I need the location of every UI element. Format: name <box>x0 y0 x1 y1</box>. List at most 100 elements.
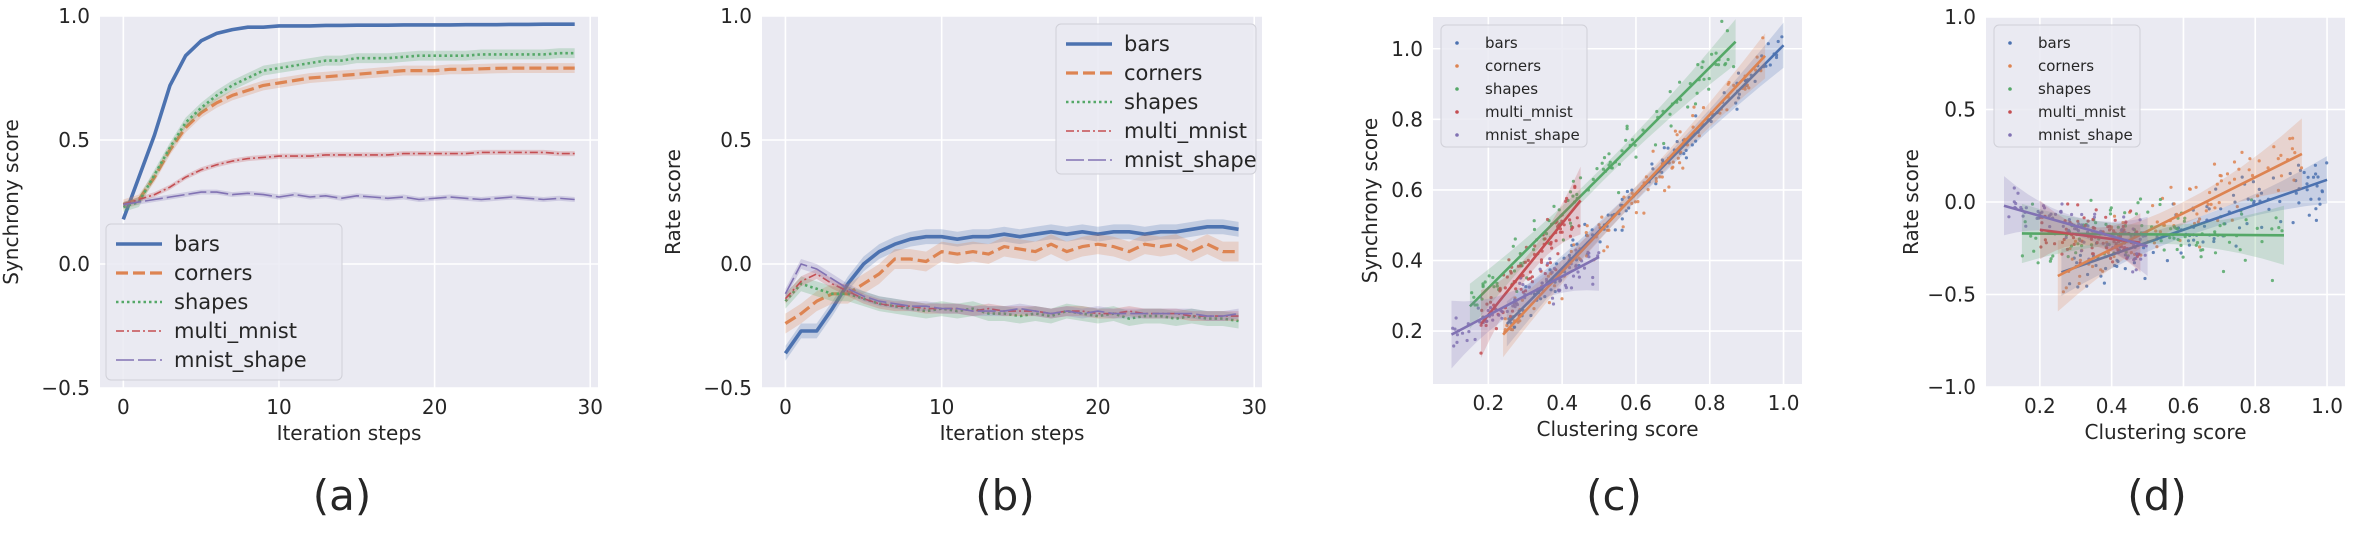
scatter-point-corners <box>2070 257 2074 261</box>
scatter-point-bars <box>1571 238 1575 242</box>
scatter-point-shapes <box>1511 244 1515 248</box>
scatter-point-mnist_shape <box>1550 296 1555 300</box>
scatter-point-corners <box>1636 200 1640 204</box>
scatter-point-multi_mnist <box>1539 258 1544 262</box>
scatter-point-bars <box>2278 199 2282 204</box>
scatter-point-multi_mnist <box>1507 258 1511 262</box>
scatter-point-mnist_shape <box>2049 212 2053 216</box>
scatter-point-shapes <box>2199 255 2203 259</box>
scatter-point-multi_mnist <box>2060 240 2065 245</box>
scatter-point-shapes <box>2280 229 2284 233</box>
scatter-point-shapes <box>2108 212 2113 216</box>
scatter-point-corners <box>2216 218 2220 223</box>
scatter-point-mnist_shape <box>1587 251 1591 255</box>
scatter-point-bars <box>1583 222 1587 226</box>
scatter-point-bars <box>1694 114 1698 118</box>
scatter-point-shapes <box>2218 224 2222 228</box>
scatter-point-multi_mnist <box>2060 252 2064 256</box>
scatter-point-bars <box>2271 176 2275 180</box>
scatter-point-shapes <box>2270 278 2274 283</box>
scatter-point-bars <box>1598 240 1602 244</box>
legend-box <box>105 223 343 381</box>
scatter-point-corners <box>1605 228 1610 232</box>
scatter-point-multi_mnist <box>1556 252 1560 256</box>
scatter-point-corners <box>2158 230 2162 234</box>
scatter-point-shapes <box>1624 138 1628 142</box>
scatter-point-corners <box>2068 246 2072 251</box>
scatter-point-bars <box>1774 55 1779 60</box>
scatter-point-shapes <box>1481 285 1485 289</box>
scatter-point-mnist_shape <box>2080 223 2084 227</box>
scatter-point-mnist_shape <box>1485 319 1489 323</box>
scatter-point-shapes <box>2194 243 2198 247</box>
scatter-point-corners <box>1718 111 1722 115</box>
y-tick-label: −0.5 <box>41 376 90 400</box>
scatter-point-bars <box>2257 187 2261 191</box>
scatter-point-corners <box>1622 195 1626 199</box>
scatter-point-shapes <box>2020 254 2024 258</box>
scatter-point-multi_mnist <box>2107 228 2112 232</box>
scatter-point-bars <box>2212 237 2216 241</box>
x-tick-label: 30 <box>577 395 602 419</box>
scatter-point-shapes <box>2169 227 2173 231</box>
scatter-point-bars <box>1735 107 1739 111</box>
scatter-point-mnist_shape <box>1597 251 1601 255</box>
scatter-point-shapes <box>1641 128 1645 132</box>
scatter-point-mnist_shape <box>2024 224 2028 228</box>
scatter-point-corners <box>2248 157 2252 161</box>
scatter-point-shapes <box>2182 219 2186 223</box>
fit-line-corners <box>1502 54 1767 336</box>
scatter-point-corners <box>2121 221 2125 225</box>
scatter-point-multi_mnist <box>1554 239 1558 243</box>
series-line-bars <box>121 22 575 221</box>
chart-panel-a: 0 10 20 30 −0.5 0.0 0.5 1.0 Iteration steps Synch… <box>0 4 603 520</box>
scatter-point-corners <box>1644 175 1648 179</box>
x-tick-label: 20 <box>1085 395 1110 419</box>
scatter-point-bars <box>2320 190 2324 194</box>
scatter-point-corners <box>1642 211 1646 215</box>
scatter-point-multi_mnist <box>1562 223 1566 227</box>
scatter-point-shapes <box>2030 202 2035 206</box>
y-tick-label: 0.5 <box>58 128 90 152</box>
x-tick-label: 0.2 <box>2024 394 2056 418</box>
scatter-point-mnist_shape <box>2067 228 2071 232</box>
legend-swatch-bars <box>2008 41 2012 45</box>
scatter-point-bars <box>2291 221 2295 225</box>
scatter-point-multi_mnist <box>2106 225 2110 229</box>
scatter-point-mnist_shape <box>1460 331 1465 335</box>
scatter-point-shapes <box>1561 238 1565 242</box>
scatter-point-mnist_shape <box>1577 275 1581 279</box>
scatter-point-bars <box>2132 261 2136 265</box>
series-band-multi_mnist <box>785 268 1239 322</box>
scatter-point-multi_mnist <box>2053 242 2057 246</box>
scatter-point-bars <box>1549 288 1553 292</box>
chart-panel-b: 0 10 20 30 −0.5 0.0 0.5 1.0 Iteration steps Rate … <box>661 4 1267 520</box>
scatter-point-bars <box>1606 213 1610 217</box>
scatter-point-mnist_shape <box>2082 240 2086 244</box>
scatter-point-bars <box>2068 282 2072 286</box>
scatter-point-shapes <box>1669 124 1673 128</box>
scatter-point-multi_mnist <box>2076 219 2080 223</box>
scatter-point-shapes <box>1610 166 1614 170</box>
scatter-point-corners <box>1732 83 1736 87</box>
scatter-point-corners <box>2090 264 2095 269</box>
scatter-point-multi_mnist <box>1565 196 1569 201</box>
scatter-point-bars <box>1625 189 1629 194</box>
scatter-point-multi_mnist <box>2105 246 2109 250</box>
scatter-point-shapes <box>2274 216 2278 220</box>
scatter-point-shapes <box>1532 248 1536 252</box>
scatter-point-bars <box>2123 253 2127 257</box>
scatter-point-multi_mnist <box>1523 260 1527 264</box>
scatter-point-corners <box>1663 189 1667 193</box>
scatter-point-bars <box>1651 167 1655 171</box>
scatter-point-shapes <box>2183 216 2187 220</box>
scatter-point-shapes <box>1633 143 1637 147</box>
panel-label: (a) <box>313 471 372 520</box>
scatter-point-bars <box>1654 182 1658 186</box>
scatter-point-bars <box>1694 139 1698 143</box>
legend-swatch-corners <box>1455 64 1459 68</box>
scatter-point-corners <box>2266 166 2270 170</box>
scatter-point-shapes <box>1513 237 1517 241</box>
scatter-point-bars <box>1524 285 1528 289</box>
scatter-point-corners <box>2228 181 2232 185</box>
